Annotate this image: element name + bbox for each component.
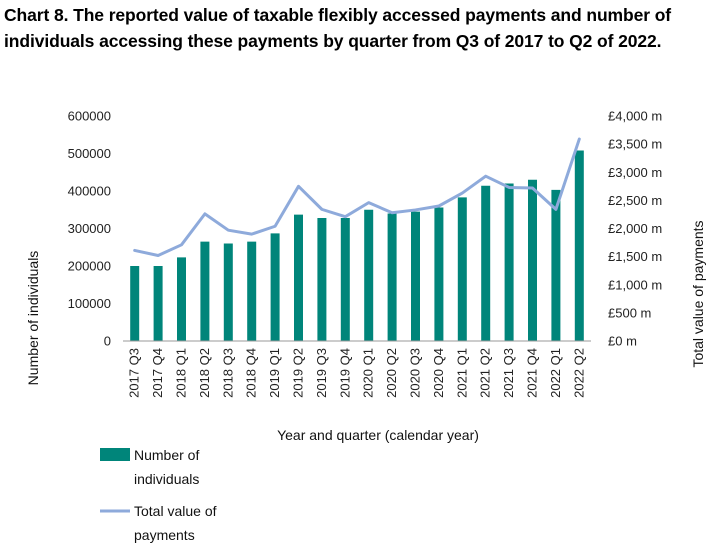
- right-tick-label: £3,500 m: [608, 137, 662, 152]
- x-tick-label: 2019 Q2: [291, 348, 306, 398]
- bar-2019-q2: [294, 214, 303, 342]
- bars-layer: [130, 150, 584, 342]
- bar-2022-q2: [574, 150, 584, 341]
- bar-2021-q3: [504, 183, 514, 341]
- bar-2019-q4: [340, 218, 350, 341]
- bar-2018-q2: [200, 241, 210, 342]
- x-tick-label: 2017 Q3: [127, 348, 142, 398]
- x-tick-label: 2021 Q1: [454, 348, 469, 398]
- legend: Number of individuals Total value of pay…: [100, 447, 217, 543]
- left-tick-label: 600000: [68, 109, 111, 124]
- right-tick-label: £2,500 m: [608, 193, 662, 208]
- legend-label-line-line2: payments: [134, 527, 195, 543]
- left-axis-ticks: 0 100000 200000 300000 400000 500000 600000: [68, 109, 111, 349]
- chart-title: Chart 8. The reported value of taxable f…: [4, 5, 672, 51]
- legend-swatch-bars: [100, 448, 130, 461]
- x-tick-label: 2018 Q2: [197, 348, 212, 398]
- right-tick-label: £0 m: [608, 334, 637, 349]
- x-tick-label: 2018 Q4: [244, 348, 259, 398]
- bar-2020-q2: [387, 213, 397, 341]
- right-tick-label: £2,000 m: [608, 221, 662, 236]
- bar-2021-q1: [457, 197, 467, 342]
- x-tick-label: 2018 Q1: [174, 348, 189, 398]
- left-tick-label: 400000: [68, 184, 111, 199]
- x-tick-label: 2020 Q3: [408, 348, 423, 398]
- right-tick-label: £1,500 m: [608, 249, 662, 264]
- bar-2018-q3: [223, 243, 233, 341]
- x-tick-label: 2021 Q2: [478, 348, 493, 398]
- x-tick-label: 2021 Q4: [525, 348, 540, 398]
- x-tick-label: 2020 Q1: [361, 348, 376, 398]
- x-tick-label: 2017 Q4: [150, 348, 165, 398]
- bar-2021-q4: [528, 179, 537, 341]
- bar-2018-q1: [177, 257, 186, 342]
- x-tick-label: 2022 Q2: [571, 348, 586, 398]
- bar-2017-q3: [130, 266, 140, 341]
- bar-2018-q4: [247, 241, 257, 342]
- bar-2017-q4: [153, 266, 163, 341]
- right-tick-label: £500 m: [608, 305, 651, 320]
- bar-2020-q1: [364, 209, 374, 341]
- bar-2019-q1: [270, 233, 280, 342]
- left-tick-label: 100000: [68, 296, 111, 311]
- y-axis-title-left: Number of individuals: [25, 251, 41, 386]
- x-tick-label: 2018 Q3: [220, 348, 235, 398]
- legend-label-line-line1: Total value of: [134, 503, 217, 519]
- x-tick-label: 2021 Q3: [501, 348, 516, 398]
- bar-2019-q3: [317, 218, 327, 341]
- x-axis-title: Year and quarter (calendar year): [277, 427, 479, 443]
- x-tick-label: 2022 Q1: [548, 348, 563, 398]
- series-line-total-value: [133, 137, 581, 257]
- bar-2021-q2: [481, 185, 491, 341]
- left-tick-label: 500000: [68, 146, 111, 161]
- bar-2022-q1: [551, 189, 561, 342]
- left-tick-label: 0: [104, 334, 111, 349]
- x-tick-label: 2019 Q4: [337, 348, 352, 398]
- left-tick-label: 300000: [68, 221, 111, 236]
- bar-2020-q4: [434, 207, 444, 341]
- legend-label-bars-line1: Number of: [134, 447, 199, 463]
- x-tick-label: 2019 Q1: [267, 348, 282, 398]
- right-tick-label: £3,000 m: [608, 165, 662, 180]
- left-tick-label: 200000: [68, 259, 111, 274]
- bar-2020-q3: [411, 211, 420, 342]
- right-axis-ticks: £0 m £500 m £1,000 m £1,500 m £2,000 m £2,500…: [608, 109, 662, 349]
- x-tick-label: 2020 Q2: [384, 348, 399, 398]
- x-tick-label: 2019 Q3: [314, 348, 329, 398]
- x-tick-label: 2020 Q4: [431, 348, 446, 398]
- legend-label-bars-line2: individuals: [134, 471, 199, 487]
- right-tick-label: £1,000 m: [608, 277, 662, 292]
- right-tick-label: £4,000 m: [608, 109, 662, 124]
- y-axis-title-right: Total value of payments: [690, 220, 706, 367]
- x-axis-ticks: 2017 Q3 2017 Q4 2018 Q1 2018 Q2 2018 Q3 2018 …: [127, 348, 587, 398]
